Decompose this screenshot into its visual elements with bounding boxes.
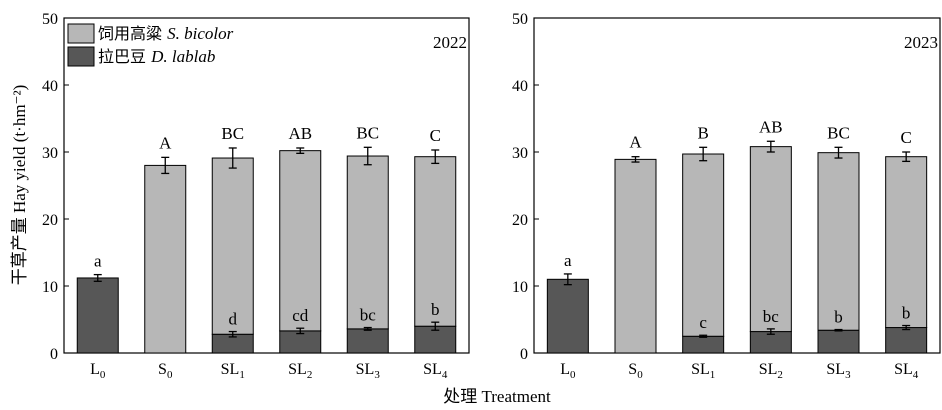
legend-label-lablab: 拉巴豆 D. lablab xyxy=(98,47,215,66)
y-tick-label: 20 xyxy=(512,212,528,229)
bar-sorghum xyxy=(346,155,389,330)
x-tick-label: SL3 xyxy=(356,361,381,381)
y-tick-label: 10 xyxy=(512,279,528,296)
x-tick-label: S0 xyxy=(628,361,643,381)
bar-lablab xyxy=(682,335,725,354)
x-tick-label: L0 xyxy=(90,361,106,381)
significance-lower: b xyxy=(834,308,843,327)
plot-frame xyxy=(533,17,941,354)
bar-lablab xyxy=(885,327,928,354)
chart-panel-2022: 0 10 20 30 40 50 2022 L0 a S0 A SL1 BC d SL2 AB cd SL3 BC b… xyxy=(42,11,470,381)
x-axis-label: 处理 Treatment xyxy=(443,387,551,406)
x-tick-label: S0 xyxy=(158,361,173,381)
significance-upper: C xyxy=(430,126,441,145)
x-tick-label: SL4 xyxy=(894,361,919,381)
y-tick-label: 0 xyxy=(520,346,528,363)
bar-lablab xyxy=(817,329,860,354)
significance-lower: a xyxy=(94,252,102,271)
significance-lower: bc xyxy=(360,306,377,325)
x-tick-label: SL1 xyxy=(691,361,715,381)
chart-panel-2023: 0 10 20 30 40 50 2023 L0 a S0 A SL1 Bc SL2 AB bc SL3 BC b S… xyxy=(512,11,941,381)
x-tick-label: SL1 xyxy=(221,361,245,381)
panel-year-label: 2023 xyxy=(904,33,938,52)
significance-upper: AB xyxy=(288,124,312,143)
bar-sorghum xyxy=(279,150,322,332)
y-tick-label: 10 xyxy=(42,279,58,296)
significance-upper: BC xyxy=(221,124,244,143)
y-tick-label: 40 xyxy=(42,78,58,95)
y-tick-label: 50 xyxy=(42,11,58,28)
y-tick-label: 20 xyxy=(42,212,58,229)
bar-sorghum xyxy=(749,146,792,333)
significance-upper: C xyxy=(900,128,911,147)
bar-sorghum xyxy=(885,156,928,329)
significance-lower: bc xyxy=(763,307,780,326)
significance-lower: b xyxy=(431,300,440,319)
significance-upper: BC xyxy=(356,123,379,142)
significance-lower: a xyxy=(564,251,572,270)
x-tick-label: SL2 xyxy=(288,361,312,381)
panel-year-label: 2022 xyxy=(433,33,467,52)
x-tick-label: L0 xyxy=(560,361,576,381)
significance-lower: cd xyxy=(292,306,309,325)
bar-lablab xyxy=(346,328,389,354)
significance-upper: A xyxy=(159,133,172,152)
y-tick-label: 30 xyxy=(512,145,528,162)
legend: 饲用高粱 S. bicolor 拉巴豆 D. lablab xyxy=(67,23,234,67)
significance-upper: A xyxy=(629,133,642,152)
significance-upper: B xyxy=(697,123,708,142)
legend-label-sorghum: 饲用高粱 S. bicolor xyxy=(98,24,234,43)
y-tick-label: 30 xyxy=(42,145,58,162)
significance-lower: b xyxy=(902,304,911,323)
x-tick-label: SL4 xyxy=(423,361,448,381)
bar-sorghum xyxy=(211,157,254,335)
x-tick-label: SL2 xyxy=(759,361,783,381)
legend-swatch-sorghum xyxy=(67,23,95,44)
bar-lablab xyxy=(76,277,119,354)
legend-swatch-lablab xyxy=(67,46,95,67)
y-axis-label: 干草产量 Hay yield (t·hm⁻²) xyxy=(10,85,29,286)
significance-lower: d xyxy=(229,310,238,329)
significance-upper: AB xyxy=(759,117,783,136)
bar-sorghum xyxy=(614,158,657,354)
bar-sorghum xyxy=(682,153,725,337)
y-tick-label: 50 xyxy=(512,11,528,28)
significance-lower: c xyxy=(699,313,707,332)
chart-panels: 010203040502022L0aS0ASL1BCdSL2ABcdSL3BCb… xyxy=(42,11,941,381)
bar-sorghum xyxy=(144,164,187,354)
bar-lablab xyxy=(546,278,589,354)
significance-upper: BC xyxy=(827,123,850,142)
x-tick-label: SL3 xyxy=(826,361,851,381)
y-tick-label: 40 xyxy=(512,78,528,95)
bar-sorghum xyxy=(817,152,860,331)
plot-frame xyxy=(63,17,470,354)
y-tick-label: 0 xyxy=(50,346,58,363)
